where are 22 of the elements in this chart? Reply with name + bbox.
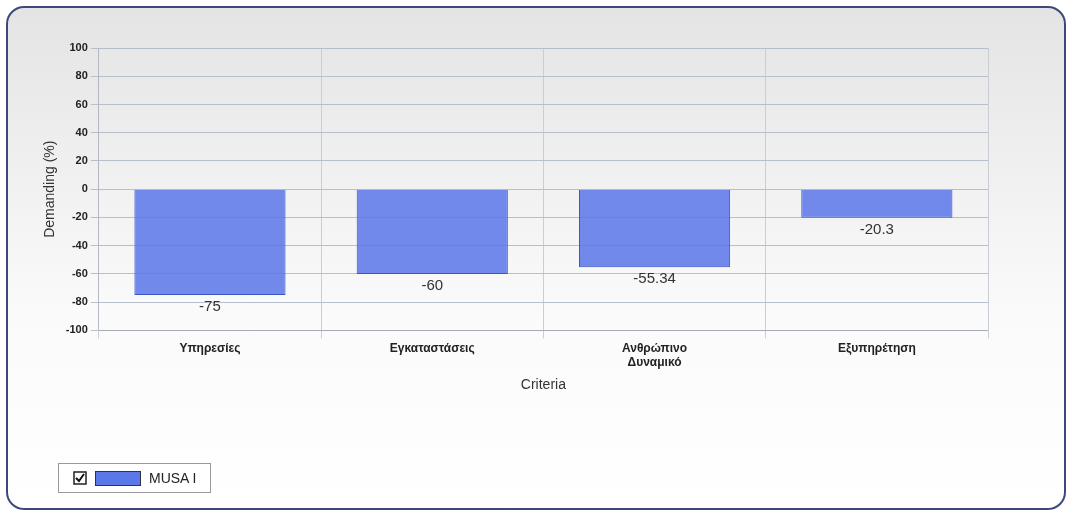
y-tick-label: 80 [75,69,88,82]
data-label: -60 [421,275,444,293]
x-tick-label: Εξυπηρέτηση [837,340,916,355]
y-tick-label: -60 [71,266,88,279]
legend-label: MUSA I [149,470,197,486]
y-tick-label: -40 [71,238,88,251]
x-tick-label: Ανθρώπινο Δυναμικό [621,340,688,370]
y-axis-title: Demanding (%) [41,140,58,238]
y-tick-label: 20 [75,153,88,166]
y-tick-label: -80 [71,295,88,308]
y-tick-label: 40 [75,125,88,138]
data-label: -75 [199,296,221,314]
data-label: -20.3 [859,219,894,237]
y-tick-label: -20 [71,210,88,223]
y-tick-label: 0 [81,182,88,195]
x-tick-label: Υπηρεσίες [179,340,241,355]
y-tick-label: 60 [75,97,88,110]
y-tick-label: 100 [69,41,88,54]
x-tick-label: Εγκαταστάσεις [389,340,475,355]
y-tick-label: -100 [65,323,88,336]
data-label: -55.34 [633,268,676,286]
x-axis-title: Criteria [520,376,567,393]
